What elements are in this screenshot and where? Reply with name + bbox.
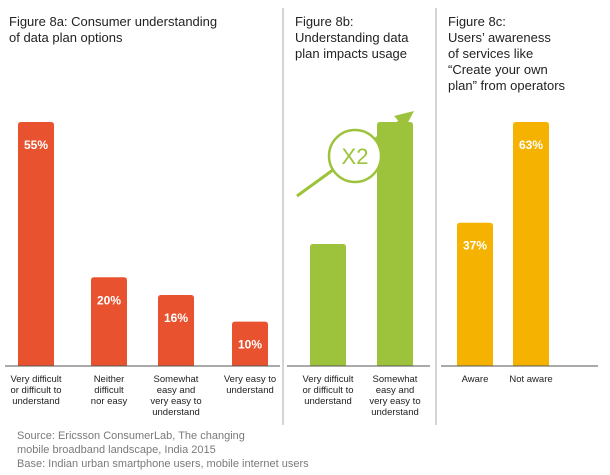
bar [232, 321, 268, 366]
category-label: Somewhat easy and very easy to understand [369, 374, 420, 418]
category-label: Aware [462, 374, 489, 385]
category-label: Neither difficult nor easy [91, 374, 128, 407]
bar-value-label: 63% [519, 138, 543, 152]
x2-circle [327, 128, 383, 184]
category-label: Very difficult or difficult to understand [302, 374, 353, 407]
figure-8c-title: Figure 8c: Users’ awareness of services … [448, 14, 566, 93]
bar [18, 122, 54, 366]
bar [377, 122, 413, 366]
source-line-1: Source: Ericsson ConsumerLab, The changi… [17, 430, 245, 442]
figure-8a-title: Figure 8a: Consumer understanding of dat… [9, 14, 218, 45]
category-label: Somewhat easy and very easy to understand [150, 374, 201, 418]
bar-value-label: 16% [164, 311, 188, 325]
bar [310, 244, 346, 366]
bar [158, 295, 194, 366]
x2-annotation: X2 [342, 144, 369, 169]
bar-value-label: 55% [24, 138, 48, 152]
bar [457, 222, 493, 366]
bar [91, 277, 127, 366]
bar-value-label: 20% [97, 293, 121, 307]
category-label: Not aware [509, 374, 552, 385]
source-line-2: mobile broadband landscape, India 2015 [17, 444, 216, 456]
trend-arrow-head [394, 111, 414, 128]
bar [513, 122, 549, 366]
bar-value-label: 37% [463, 239, 487, 253]
category-label: Very easy to understand [224, 374, 276, 396]
bar-value-label: 10% [238, 338, 262, 352]
source-line-3: Base: Indian urban smartphone users, mob… [17, 458, 309, 470]
category-label: Very difficult or difficult to understand [10, 374, 61, 407]
figure-8b-title: Figure 8b: Understanding data plan impac… [295, 14, 409, 61]
